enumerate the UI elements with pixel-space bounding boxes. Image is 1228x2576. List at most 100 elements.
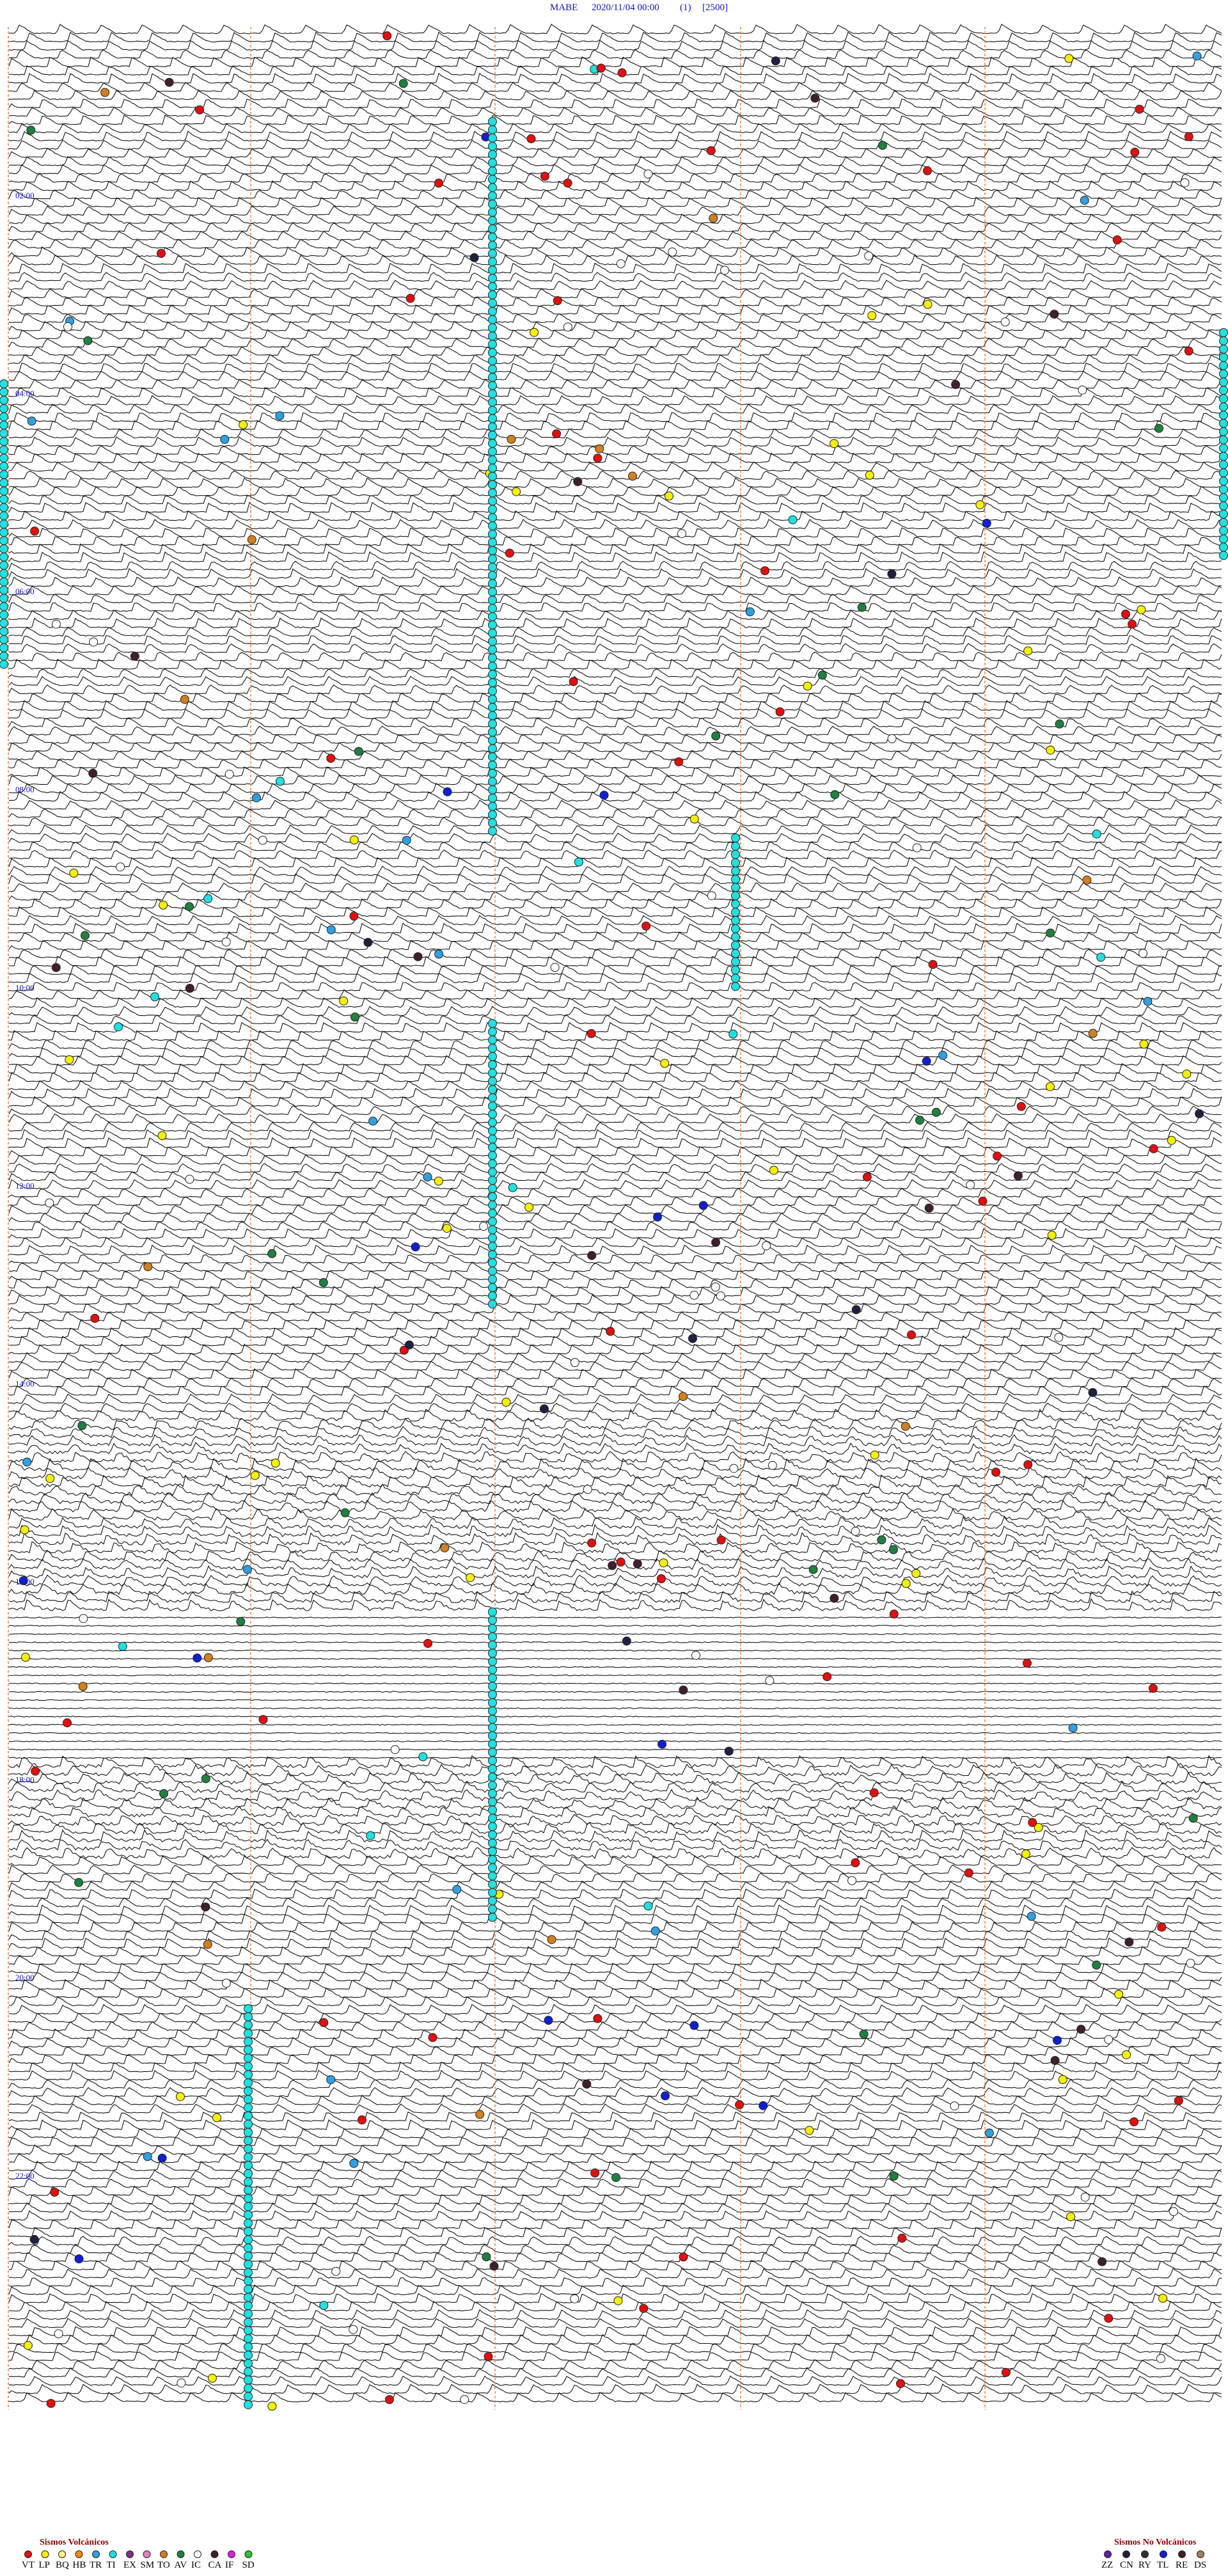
legend-swatch (160, 2550, 168, 2558)
trace (8, 1822, 1222, 1835)
event-marker (887, 569, 897, 579)
trace (8, 708, 1222, 720)
event-marker (628, 471, 637, 481)
event-marker (488, 719, 497, 729)
event-marker (488, 1608, 497, 1616)
event-marker (488, 340, 497, 349)
event-marker (553, 296, 562, 305)
event-marker (897, 2233, 907, 2243)
trace (8, 610, 1222, 620)
event-marker (484, 2352, 493, 2361)
trace (8, 2160, 1222, 2172)
event-marker (331, 2266, 341, 2276)
event-marker (1182, 1070, 1192, 1079)
trace (8, 1212, 1222, 1222)
event-marker (0, 412, 8, 422)
event-marker (711, 1283, 720, 1292)
trace (8, 2185, 1222, 2196)
trace (8, 288, 1222, 299)
event-marker (966, 1180, 975, 1190)
event-marker (45, 1198, 54, 1208)
event-marker (51, 963, 61, 972)
event-marker (488, 117, 497, 126)
event-marker (0, 594, 8, 603)
legend-label: SM (141, 2560, 155, 2570)
event-marker (0, 437, 8, 446)
event-marker (244, 2252, 253, 2261)
event-marker (1092, 829, 1101, 839)
event-marker (242, 1565, 252, 1574)
trace (8, 626, 1222, 637)
event-marker (991, 1467, 1001, 1477)
trace (8, 841, 1222, 851)
event-marker (488, 315, 497, 324)
event-marker (488, 480, 497, 489)
event-marker (691, 1650, 700, 1660)
event-marker (440, 1543, 450, 1553)
event-marker (488, 1233, 497, 1243)
event-marker (665, 491, 673, 501)
event-marker (326, 754, 336, 763)
event-marker (488, 752, 497, 762)
event-marker (488, 1258, 497, 1268)
event-marker (244, 2276, 253, 2286)
trace (8, 2202, 1222, 2213)
event-marker (244, 2037, 253, 2046)
trace (8, 2326, 1222, 2337)
event-marker (488, 1068, 497, 1078)
trace (8, 2219, 1222, 2229)
event-marker (869, 1788, 879, 1798)
event-marker (993, 1151, 1002, 1161)
event-marker (63, 1718, 72, 1728)
trace (8, 428, 1222, 439)
legend-swatch (1141, 2550, 1149, 2558)
event-marker (1138, 949, 1148, 958)
trace (8, 115, 1222, 125)
trace (8, 1971, 1222, 1982)
time-label: 08:00 (15, 785, 35, 794)
trace (8, 741, 1222, 752)
event-marker (244, 2193, 253, 2203)
trace (8, 832, 1222, 843)
event-marker (1104, 2035, 1114, 2044)
event-marker (488, 546, 497, 555)
event-marker (851, 1858, 860, 1867)
trace (8, 1393, 1222, 1404)
event-marker (488, 513, 497, 523)
event-marker (488, 1159, 497, 1169)
time-label: 14:00 (15, 1379, 35, 1389)
trace (8, 1838, 1222, 1851)
event-marker (731, 908, 740, 917)
event-marker (488, 1184, 497, 1193)
legend-label: CA (209, 2560, 222, 2570)
event-marker (203, 1940, 212, 1949)
event-marker (488, 1126, 497, 1135)
trace (8, 1146, 1222, 1157)
trace (8, 2351, 1222, 2361)
event-marker (1055, 719, 1064, 729)
event-marker (244, 2301, 253, 2311)
event-marker (1219, 328, 1228, 337)
event-marker (1000, 317, 1010, 327)
event-marker (931, 1107, 941, 1117)
time-label: 12:00 (15, 1181, 35, 1190)
event-marker (434, 949, 444, 959)
event-marker (83, 336, 93, 345)
event-marker (720, 265, 729, 275)
event-marker (1219, 509, 1228, 519)
event-marker (984, 2128, 994, 2138)
event-marker (488, 348, 497, 358)
event-marker (212, 2113, 221, 2122)
event-marker (488, 777, 497, 786)
event-marker (788, 515, 798, 525)
event-marker (488, 150, 497, 159)
event-marker (964, 1868, 973, 1877)
event-marker (350, 1012, 359, 1022)
legend-label: TI (107, 2560, 116, 2570)
event-marker (434, 178, 443, 188)
event-marker (1219, 386, 1228, 395)
legend-swatch (228, 2550, 235, 2558)
event-marker (1219, 460, 1228, 470)
event-marker (244, 2293, 253, 2302)
event-marker (244, 2284, 253, 2294)
